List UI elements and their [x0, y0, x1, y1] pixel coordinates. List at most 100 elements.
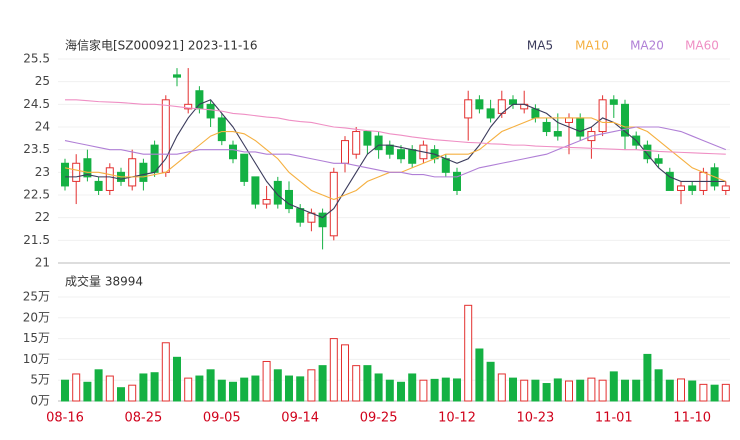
- volume-bar: [699, 383, 708, 402]
- candle-body: [677, 185, 685, 191]
- candle-body: [251, 176, 260, 205]
- chart-title: 海信家电[SZ000921] 2023-11-16: [65, 38, 258, 53]
- volume-title: 成交量 38994: [65, 274, 143, 289]
- candle-body: [565, 117, 573, 123]
- volume-bar: [61, 379, 69, 402]
- x-tick-label: 10-12: [438, 411, 476, 426]
- volume-bar: [217, 379, 226, 402]
- volume-bar: [665, 379, 674, 402]
- volume-bar: [509, 377, 517, 402]
- volume-bar: [553, 378, 562, 402]
- candle-body: [94, 180, 103, 191]
- candle-body: [285, 189, 293, 210]
- volume-bar: [464, 304, 473, 402]
- y-tick-label: 25: [35, 74, 50, 88]
- volume-bar: [251, 375, 260, 402]
- candle-body: [598, 99, 607, 133]
- volume-bar: [598, 379, 607, 402]
- candle-body: [609, 99, 618, 105]
- y-tick-label: 20万: [23, 310, 50, 324]
- volume-bar: [184, 377, 193, 402]
- volume-bar: [262, 360, 271, 402]
- volume-bar: [72, 373, 81, 402]
- candle-body: [352, 131, 361, 155]
- volume-bar: [542, 383, 551, 402]
- candle-body: [217, 117, 226, 142]
- volume-bar: [721, 383, 730, 402]
- candle-body: [240, 153, 249, 182]
- volume-bar: [397, 381, 405, 402]
- x-tick-label: 08-16: [46, 411, 84, 426]
- candle-body: [385, 144, 394, 155]
- volume-bar: [677, 378, 685, 402]
- candle-body: [229, 144, 237, 160]
- legend-label: MA10: [575, 39, 609, 53]
- volume-bar: [139, 373, 148, 402]
- candle-body: [553, 131, 562, 137]
- volume-bar: [475, 348, 484, 402]
- volume-bar: [173, 356, 181, 402]
- candle-body: [576, 117, 585, 137]
- candle-body: [397, 149, 405, 160]
- candle-body: [654, 158, 663, 164]
- y-tick-label: 22.5: [23, 188, 50, 202]
- candle-body: [688, 185, 697, 191]
- volume-bar: [240, 377, 249, 402]
- legend-label: MA20: [630, 39, 664, 53]
- ma-line: [64, 126, 727, 178]
- candle-body: [318, 212, 327, 228]
- candle-body: [363, 131, 372, 146]
- volume-bar: [329, 338, 338, 402]
- volume-bar: [643, 353, 652, 402]
- candle-body: [408, 149, 417, 164]
- volume-bar: [105, 375, 114, 402]
- volume-bar: [206, 369, 215, 402]
- y-tick-label: 0万: [30, 394, 50, 408]
- volume-bar: [531, 379, 540, 402]
- volume-bar: [688, 380, 697, 402]
- volume-bar: [520, 379, 529, 402]
- candle-body: [195, 90, 204, 110]
- ma-line: [65, 99, 726, 219]
- volume-bar: [576, 379, 585, 402]
- x-tick-label: 08-25: [125, 411, 163, 426]
- candle-body: [475, 99, 484, 110]
- y-tick-label: 21.5: [23, 233, 50, 247]
- ma-line: [65, 99, 726, 155]
- volume-bar: [341, 344, 349, 402]
- volume-bar: [374, 373, 383, 402]
- candle-body: [643, 144, 652, 160]
- y-tick-label: 24.5: [23, 97, 50, 111]
- volume-bar: [128, 384, 137, 402]
- candle-body: [173, 74, 181, 78]
- volume-bar: [430, 378, 439, 402]
- x-tick-label: 09-05: [203, 411, 241, 426]
- y-tick-label: 25.5: [23, 52, 50, 66]
- candle-body: [374, 135, 383, 151]
- y-tick-label: 23.5: [23, 142, 50, 156]
- candle-body: [72, 162, 81, 182]
- volume-bar: [296, 376, 305, 402]
- legend-label: MA5: [527, 39, 553, 53]
- volume-bar: [307, 369, 316, 402]
- y-tick-label: 25万: [23, 290, 50, 304]
- candle-body: [542, 121, 551, 133]
- y-tick-label: 21: [35, 256, 50, 270]
- candle-body: [262, 199, 271, 205]
- volume-bar: [441, 377, 450, 402]
- legend-label: MA60: [685, 39, 719, 53]
- candle-body: [453, 171, 461, 191]
- candle-body: [206, 103, 215, 119]
- y-tick-label: 5万: [30, 373, 50, 387]
- volume-bar: [352, 365, 361, 402]
- volume-bar: [229, 381, 237, 402]
- candle-body: [184, 103, 193, 110]
- candle-body: [509, 99, 517, 105]
- candle-body: [61, 162, 69, 187]
- x-tick-label: 09-25: [360, 411, 398, 426]
- x-tick-label: 09-14: [281, 411, 319, 426]
- y-tick-label: 24: [35, 120, 50, 134]
- candle-body: [139, 162, 148, 182]
- candle-body: [441, 158, 450, 173]
